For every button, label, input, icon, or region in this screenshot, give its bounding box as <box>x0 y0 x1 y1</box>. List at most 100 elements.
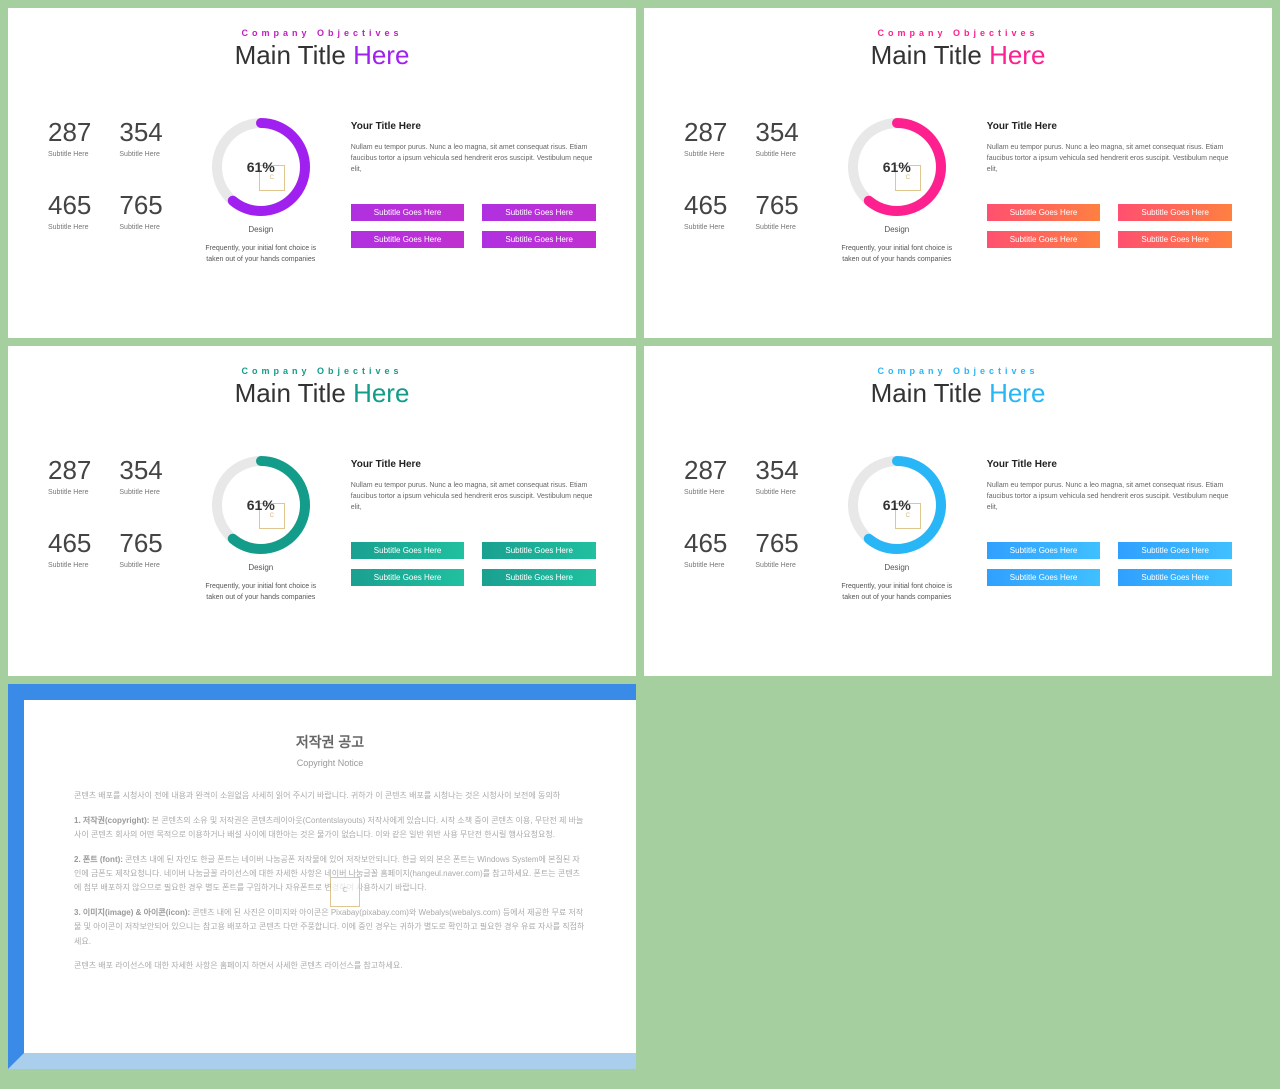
copyright-para-0: 콘텐츠 배포를 시청사이 전에 내용과 완격이 소원없음 사세히 읽어 주시기 … <box>74 789 586 803</box>
stat-number: 354 <box>119 117 162 148</box>
stat-subtitle: Subtitle Here <box>755 562 798 569</box>
stat-subtitle: Subtitle Here <box>755 224 798 231</box>
stat-3: 765 Subtitle Here <box>755 190 798 231</box>
stat-number: 354 <box>119 455 162 486</box>
subtitle-button-3[interactable]: Subtitle Goes Here <box>1118 231 1232 248</box>
main-title: Main Title Here <box>684 40 1232 71</box>
design-text: Frequently, your initial font choice is … <box>827 244 967 265</box>
subtitle-button-2[interactable]: Subtitle Goes Here <box>987 231 1101 248</box>
subtitle-button-1[interactable]: Subtitle Goes Here <box>482 542 596 559</box>
design-text: Frequently, your initial font choice is … <box>191 244 331 265</box>
stat-number: 765 <box>755 190 798 221</box>
stat-number: 287 <box>48 117 91 148</box>
copyright-slide: 저작권 공고 Copyright Notice 콘텐츠 배포를 시청사이 전에 … <box>8 684 636 1069</box>
stats-grid: 287 Subtitle Here 354 Subtitle Here 465 … <box>48 455 171 569</box>
paragraph-title: Your Title Here <box>987 459 1232 470</box>
slide-0: Company Objectives Main Title Here 287 S… <box>8 8 636 338</box>
subtitle-button-3[interactable]: Subtitle Goes Here <box>482 231 596 248</box>
stat-subtitle: Subtitle Here <box>48 151 91 158</box>
donut-percent-label: 61% <box>247 497 275 513</box>
center-column: C 61% Design Frequently, your initial fo… <box>827 455 967 603</box>
stat-2: 465 Subtitle Here <box>48 190 91 231</box>
paragraph-text: Nullam eu tempor purus. Nunc a leo magna… <box>987 142 1232 176</box>
design-label: Design <box>191 225 331 234</box>
stat-subtitle: Subtitle Here <box>48 224 91 231</box>
right-column: Your Title Here Nullam eu tempor purus. … <box>351 117 596 248</box>
stat-subtitle: Subtitle Here <box>119 151 162 158</box>
stat-subtitle: Subtitle Here <box>755 151 798 158</box>
stat-number: 465 <box>48 190 91 221</box>
copyright-para-4: 콘텐츠 배포 라이선스에 대한 자세한 사항은 홈페이지 하면서 사세한 콘텐츠… <box>74 959 586 973</box>
stat-subtitle: Subtitle Here <box>48 562 91 569</box>
stat-number: 465 <box>684 190 727 221</box>
stat-subtitle: Subtitle Here <box>755 489 798 496</box>
stat-number: 465 <box>48 528 91 559</box>
donut-chart: C 61% <box>847 455 947 555</box>
stat-number: 354 <box>755 455 798 486</box>
stat-subtitle: Subtitle Here <box>119 224 162 231</box>
stats-grid: 287 Subtitle Here 354 Subtitle Here 465 … <box>48 117 171 231</box>
donut-chart: C 61% <box>847 117 947 217</box>
stat-number: 287 <box>684 455 727 486</box>
empty-cell <box>644 684 1272 1069</box>
design-text: Frequently, your initial font choice is … <box>827 582 967 603</box>
subtitle-button-0[interactable]: Subtitle Goes Here <box>987 204 1101 221</box>
button-grid: Subtitle Goes Here Subtitle Goes Here Su… <box>987 204 1232 248</box>
subtitle-button-2[interactable]: Subtitle Goes Here <box>351 569 465 586</box>
stat-subtitle: Subtitle Here <box>119 562 162 569</box>
subtitle-button-2[interactable]: Subtitle Goes Here <box>987 569 1101 586</box>
paragraph-text: Nullam eu tempor purus. Nunc a leo magna… <box>351 480 596 514</box>
design-text: Frequently, your initial font choice is … <box>191 582 331 603</box>
stat-3: 765 Subtitle Here <box>119 190 162 231</box>
stat-number: 287 <box>48 455 91 486</box>
main-title: Main Title Here <box>684 378 1232 409</box>
subtitle-button-1[interactable]: Subtitle Goes Here <box>1118 204 1232 221</box>
subtitle-button-3[interactable]: Subtitle Goes Here <box>482 569 596 586</box>
subtitle-button-0[interactable]: Subtitle Goes Here <box>351 542 465 559</box>
paragraph-title: Your Title Here <box>351 121 596 132</box>
main-title: Main Title Here <box>48 40 596 71</box>
stat-subtitle: Subtitle Here <box>48 489 91 496</box>
slide-2: Company Objectives Main Title Here 287 S… <box>8 346 636 676</box>
slide-header: Company Objectives Main Title Here <box>48 366 596 409</box>
design-label: Design <box>827 225 967 234</box>
copyright-para-3: 3. 이미지(image) & 아이콘(icon): 콘텐츠 내에 된 사진은 … <box>74 906 586 949</box>
header-subtitle: Company Objectives <box>684 28 1232 38</box>
stat-number: 765 <box>755 528 798 559</box>
stat-subtitle: Subtitle Here <box>684 224 727 231</box>
stats-grid: 287 Subtitle Here 354 Subtitle Here 465 … <box>684 117 807 231</box>
paragraph-title: Your Title Here <box>987 121 1232 132</box>
header-subtitle: Company Objectives <box>48 28 596 38</box>
button-grid: Subtitle Goes Here Subtitle Goes Here Su… <box>987 542 1232 586</box>
donut-percent-label: 61% <box>883 159 911 175</box>
stat-subtitle: Subtitle Here <box>684 151 727 158</box>
subtitle-button-0[interactable]: Subtitle Goes Here <box>351 204 465 221</box>
subtitle-button-2[interactable]: Subtitle Goes Here <box>351 231 465 248</box>
stat-0: 287 Subtitle Here <box>684 455 727 496</box>
subtitle-button-1[interactable]: Subtitle Goes Here <box>1118 542 1232 559</box>
donut-percent-label: 61% <box>883 497 911 513</box>
stat-0: 287 Subtitle Here <box>684 117 727 158</box>
stat-subtitle: Subtitle Here <box>684 562 727 569</box>
subtitle-button-1[interactable]: Subtitle Goes Here <box>482 204 596 221</box>
design-label: Design <box>191 563 331 572</box>
subtitle-button-3[interactable]: Subtitle Goes Here <box>1118 569 1232 586</box>
paragraph-text: Nullam eu tempor purus. Nunc a leo magna… <box>987 480 1232 514</box>
right-column: Your Title Here Nullam eu tempor purus. … <box>351 455 596 586</box>
stat-1: 354 Subtitle Here <box>119 117 162 158</box>
stat-2: 465 Subtitle Here <box>684 190 727 231</box>
stat-number: 465 <box>684 528 727 559</box>
right-column: Your Title Here Nullam eu tempor purus. … <box>987 455 1232 586</box>
stat-2: 465 Subtitle Here <box>684 528 727 569</box>
right-column: Your Title Here Nullam eu tempor purus. … <box>987 117 1232 248</box>
subtitle-button-0[interactable]: Subtitle Goes Here <box>987 542 1101 559</box>
header-subtitle: Company Objectives <box>48 366 596 376</box>
design-label: Design <box>827 563 967 572</box>
copyright-para-1: 1. 저작권(copyright): 본 콘텐츠의 소유 및 저작권은 콘텐츠레… <box>74 814 586 843</box>
paragraph-title: Your Title Here <box>351 459 596 470</box>
stat-subtitle: Subtitle Here <box>684 489 727 496</box>
button-grid: Subtitle Goes Here Subtitle Goes Here Su… <box>351 204 596 248</box>
stat-0: 287 Subtitle Here <box>48 117 91 158</box>
stat-number: 354 <box>755 117 798 148</box>
stat-number: 765 <box>119 190 162 221</box>
